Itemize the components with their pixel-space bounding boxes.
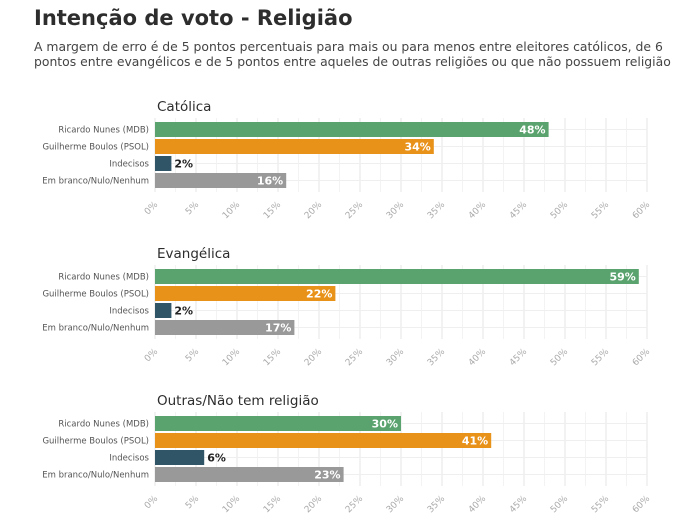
tick-label: 10% — [221, 494, 243, 516]
tick-label: 30% — [385, 494, 407, 516]
tick-label: 0% — [143, 200, 160, 217]
tick-label: 60% — [631, 200, 653, 222]
bar — [155, 450, 205, 465]
data-label: 30% — [372, 418, 398, 431]
tick-label: 25% — [344, 494, 366, 516]
bar — [155, 320, 295, 335]
tick-label: 20% — [303, 347, 325, 369]
category-label: Guilherme Boulos (PSOL) — [42, 143, 149, 153]
panel-title: Evangélica — [157, 246, 230, 262]
tick-label: 0% — [143, 494, 160, 511]
tick-label: 45% — [508, 347, 530, 369]
category-label: Indecisos — [109, 454, 149, 464]
category-label: Indecisos — [109, 307, 149, 317]
tick-label: 5% — [184, 200, 201, 217]
tick-label: 55% — [590, 200, 612, 222]
tick-label: 15% — [262, 347, 284, 369]
tick-label: 0% — [143, 347, 160, 364]
data-label: 17% — [265, 322, 291, 335]
tick-label: 35% — [426, 494, 448, 516]
category-label: Ricardo Nunes (MDB) — [58, 126, 149, 136]
bar — [155, 467, 344, 482]
bar — [155, 433, 492, 448]
tick-label: 55% — [590, 494, 612, 516]
tick-label: 60% — [631, 494, 653, 516]
tick-label: 35% — [426, 200, 448, 222]
category-label: Guilherme Boulos (PSOL) — [42, 290, 149, 300]
tick-label: 25% — [344, 200, 366, 222]
data-label: 59% — [609, 271, 635, 284]
bar — [155, 286, 336, 301]
data-label: 16% — [257, 175, 283, 188]
tick-label: 40% — [467, 200, 489, 222]
bar — [155, 122, 549, 137]
chart-title: Intenção de voto - Religião — [34, 6, 353, 30]
tick-label: 25% — [344, 347, 366, 369]
tick-label: 50% — [549, 347, 571, 369]
data-label: 48% — [519, 124, 545, 137]
data-label: 41% — [462, 435, 488, 448]
category-label: Indecisos — [109, 160, 149, 170]
category-label: Em branco/Nulo/Nenhum — [42, 471, 149, 481]
tick-label: 45% — [508, 200, 530, 222]
category-label: Ricardo Nunes (MDB) — [58, 273, 149, 283]
data-label: 2% — [174, 158, 193, 171]
chart-subtitle: A margem de erro é de 5 pontos percentua… — [34, 39, 671, 69]
tick-label: 5% — [184, 347, 201, 364]
tick-label: 30% — [385, 347, 407, 369]
bar — [155, 303, 172, 318]
data-label: 34% — [404, 141, 430, 154]
tick-label: 40% — [467, 494, 489, 516]
chart-panel-1: Evangélica Ricardo Nunes (MDB) 59% Guilherm… — [42, 246, 652, 368]
tick-label: 50% — [549, 494, 571, 516]
data-label: 6% — [207, 452, 226, 465]
tick-label: 45% — [508, 494, 530, 516]
chart-panel-2: Outras/Não tem religião Ricardo Nunes (MD… — [42, 393, 652, 515]
category-label: Em branco/Nulo/Nenhum — [42, 324, 149, 334]
data-label: 22% — [306, 288, 332, 301]
tick-label: 10% — [221, 200, 243, 222]
bar — [155, 269, 639, 284]
tick-label: 30% — [385, 200, 407, 222]
panel-title: Outras/Não tem religião — [157, 393, 319, 409]
tick-label: 15% — [262, 200, 284, 222]
tick-label: 35% — [426, 347, 448, 369]
data-label: 2% — [174, 305, 193, 318]
tick-label: 20% — [303, 494, 325, 516]
tick-label: 50% — [549, 200, 571, 222]
bar — [155, 156, 172, 171]
category-label: Ricardo Nunes (MDB) — [58, 420, 149, 430]
bar — [155, 173, 287, 188]
chart-panel-0: Católica Ricardo Nunes (MDB) 48% Guilherme … — [42, 99, 652, 221]
bar — [155, 416, 401, 431]
tick-label: 40% — [467, 347, 489, 369]
tick-label: 5% — [184, 494, 201, 511]
tick-label: 15% — [262, 494, 284, 516]
category-label: Guilherme Boulos (PSOL) — [42, 437, 149, 447]
category-label: Em branco/Nulo/Nenhum — [42, 177, 149, 187]
tick-label: 10% — [221, 347, 243, 369]
tick-label: 55% — [590, 347, 612, 369]
tick-label: 60% — [631, 347, 653, 369]
tick-label: 20% — [303, 200, 325, 222]
bar — [155, 139, 434, 154]
panel-title: Católica — [157, 99, 211, 115]
data-label: 23% — [314, 469, 340, 482]
